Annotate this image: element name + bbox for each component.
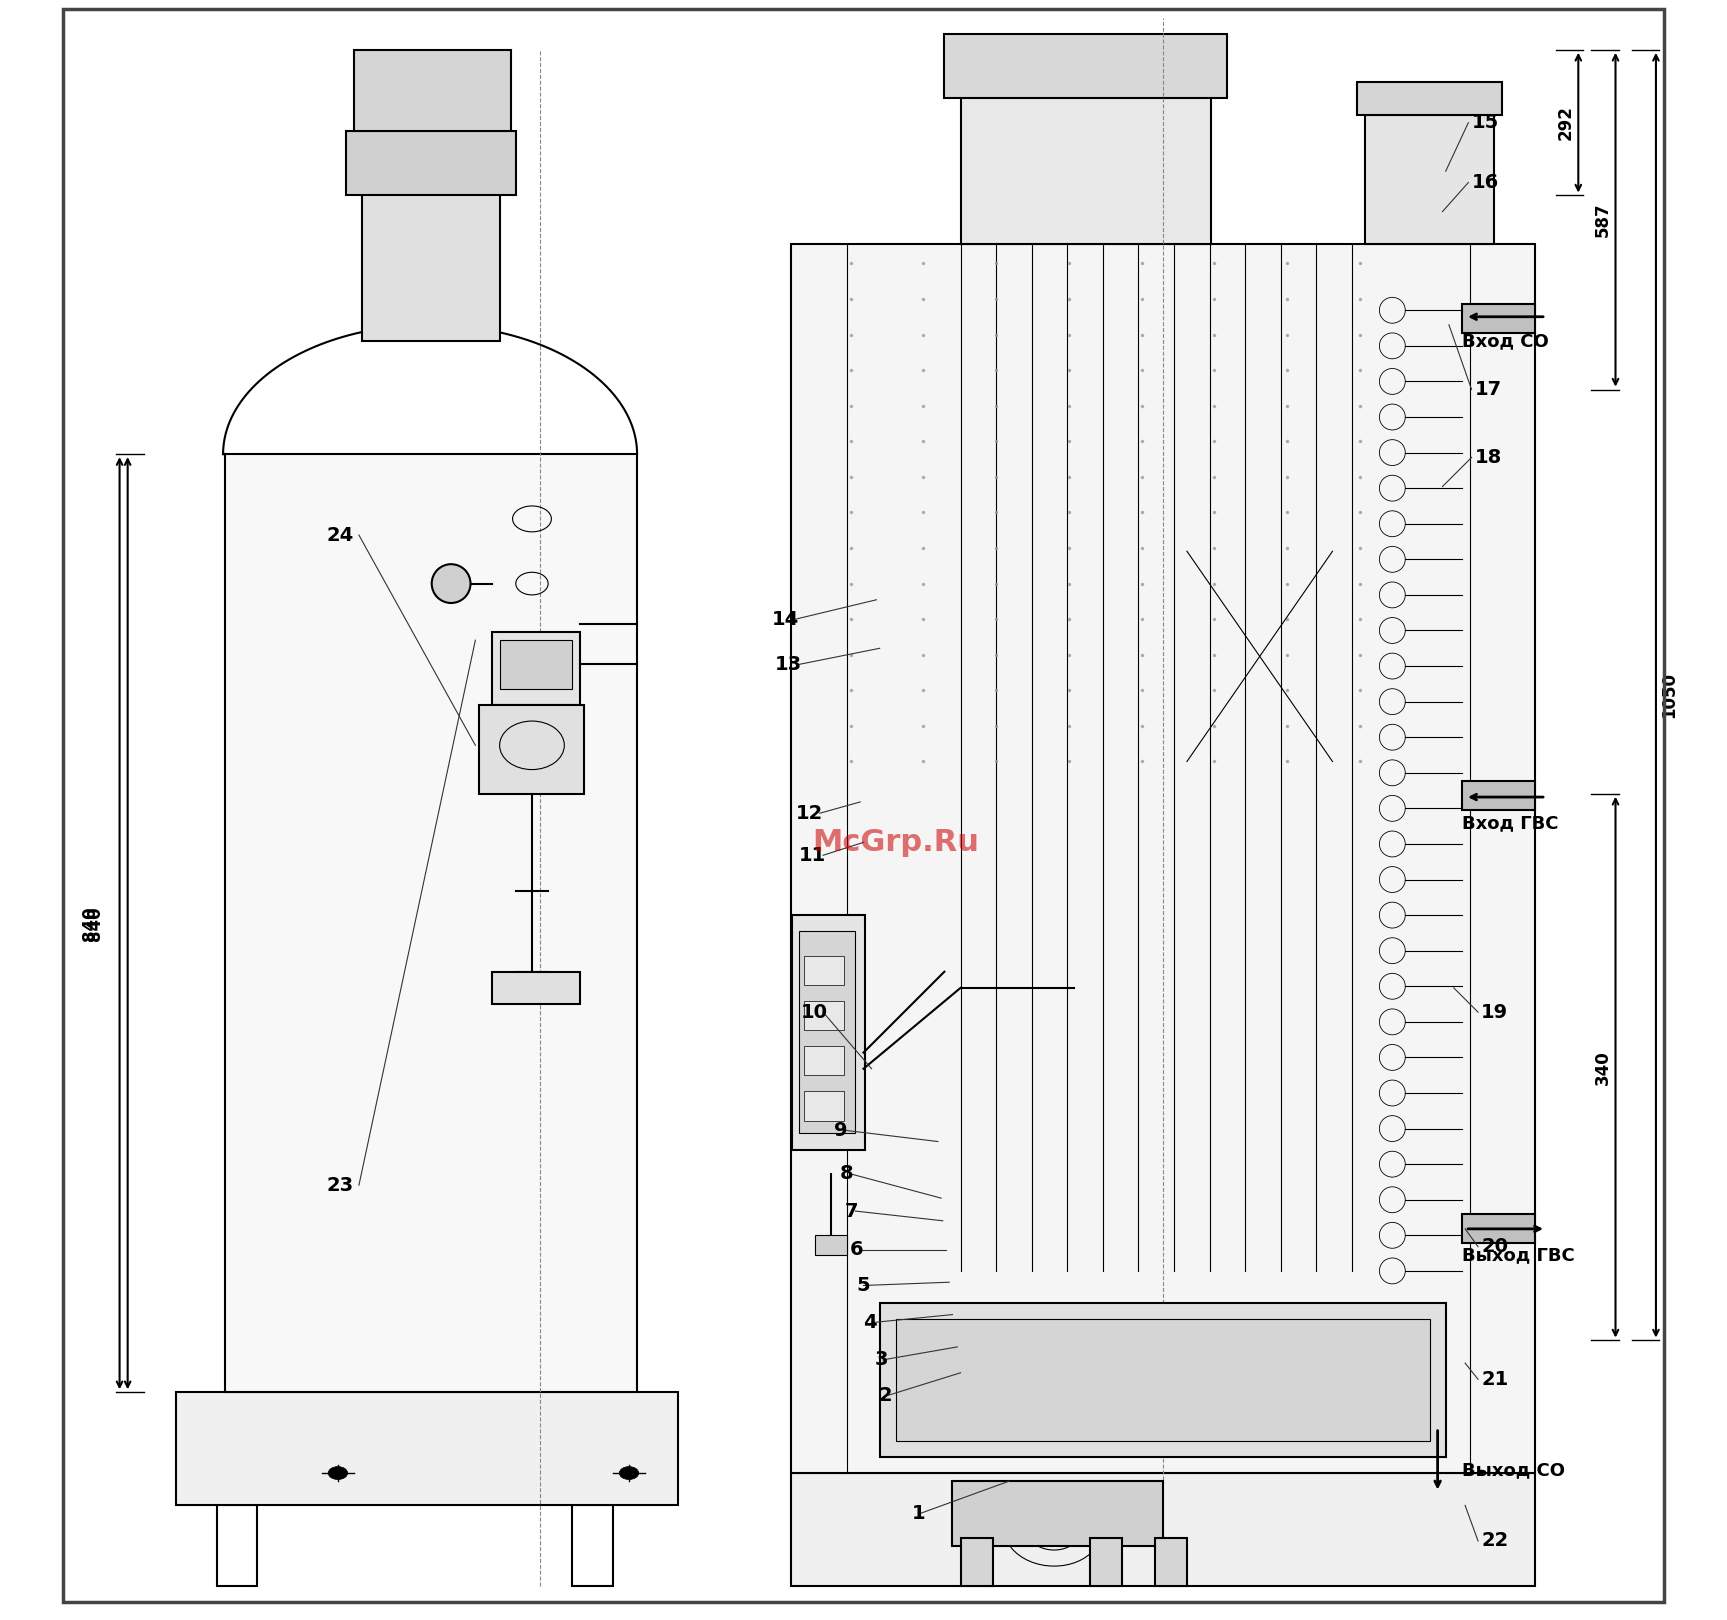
Text: 8: 8: [839, 1165, 853, 1183]
Text: 1050: 1050: [1660, 672, 1679, 718]
Text: 10: 10: [801, 1003, 827, 1022]
Text: Вход ГВС: Вход ГВС: [1461, 813, 1558, 833]
Bar: [803, 1092, 845, 1121]
Bar: [945, 34, 1228, 99]
Text: Вход СО: Вход СО: [1461, 332, 1549, 350]
Text: 2: 2: [879, 1387, 893, 1405]
Bar: [815, 1236, 848, 1256]
Bar: [492, 972, 580, 1004]
Text: 11: 11: [800, 846, 826, 865]
Bar: [572, 1505, 613, 1586]
Text: 17: 17: [1475, 381, 1502, 399]
Bar: [345, 131, 516, 196]
Bar: [492, 632, 580, 705]
Bar: [176, 1392, 677, 1505]
Bar: [803, 1001, 845, 1030]
Text: McGrp.Ru: McGrp.Ru: [812, 828, 979, 857]
Bar: [354, 50, 511, 131]
Bar: [499, 640, 572, 688]
Text: 5: 5: [857, 1277, 870, 1294]
Text: 21: 21: [1482, 1371, 1508, 1388]
Ellipse shape: [328, 1466, 347, 1479]
Text: 23: 23: [326, 1176, 354, 1194]
Bar: [1461, 305, 1535, 334]
Text: Выход ГВС: Выход ГВС: [1461, 1246, 1575, 1264]
Bar: [1357, 83, 1502, 115]
Text: 19: 19: [1482, 1003, 1508, 1022]
Text: 14: 14: [772, 609, 800, 629]
Text: 9: 9: [834, 1121, 848, 1140]
Bar: [1461, 781, 1535, 810]
Bar: [1155, 1537, 1186, 1586]
Bar: [225, 454, 637, 1392]
Bar: [800, 931, 855, 1134]
Text: 12: 12: [796, 804, 824, 823]
Ellipse shape: [620, 1466, 639, 1479]
Bar: [478, 705, 584, 794]
Text: 587: 587: [1594, 202, 1611, 237]
Bar: [791, 1473, 1535, 1586]
Text: 6: 6: [850, 1241, 864, 1259]
Bar: [803, 1047, 845, 1076]
Bar: [363, 180, 499, 340]
Text: 16: 16: [1471, 173, 1499, 193]
Ellipse shape: [432, 564, 470, 603]
Text: 24: 24: [326, 525, 354, 544]
Bar: [896, 1319, 1430, 1440]
Bar: [960, 83, 1211, 245]
Bar: [1461, 1215, 1535, 1244]
Text: 840: 840: [86, 906, 104, 941]
Text: 4: 4: [864, 1314, 876, 1332]
Bar: [960, 1537, 993, 1586]
Bar: [216, 1505, 257, 1586]
Text: 840: 840: [81, 906, 100, 941]
Text: 3: 3: [874, 1351, 888, 1369]
Bar: [953, 1481, 1162, 1545]
Text: 1: 1: [912, 1503, 926, 1523]
Bar: [1364, 115, 1494, 245]
Text: 22: 22: [1482, 1531, 1508, 1550]
Bar: [803, 956, 845, 985]
Text: 13: 13: [775, 654, 801, 674]
Text: 20: 20: [1482, 1238, 1508, 1256]
Bar: [793, 915, 865, 1150]
Text: 15: 15: [1471, 113, 1499, 133]
Bar: [791, 245, 1535, 1473]
Bar: [879, 1302, 1445, 1456]
Bar: [1090, 1537, 1123, 1586]
Text: 340: 340: [1594, 1050, 1611, 1084]
Text: Выход СО: Выход СО: [1461, 1461, 1565, 1479]
Text: 7: 7: [845, 1202, 858, 1220]
Text: 18: 18: [1475, 449, 1502, 467]
Text: 292: 292: [1556, 105, 1575, 139]
